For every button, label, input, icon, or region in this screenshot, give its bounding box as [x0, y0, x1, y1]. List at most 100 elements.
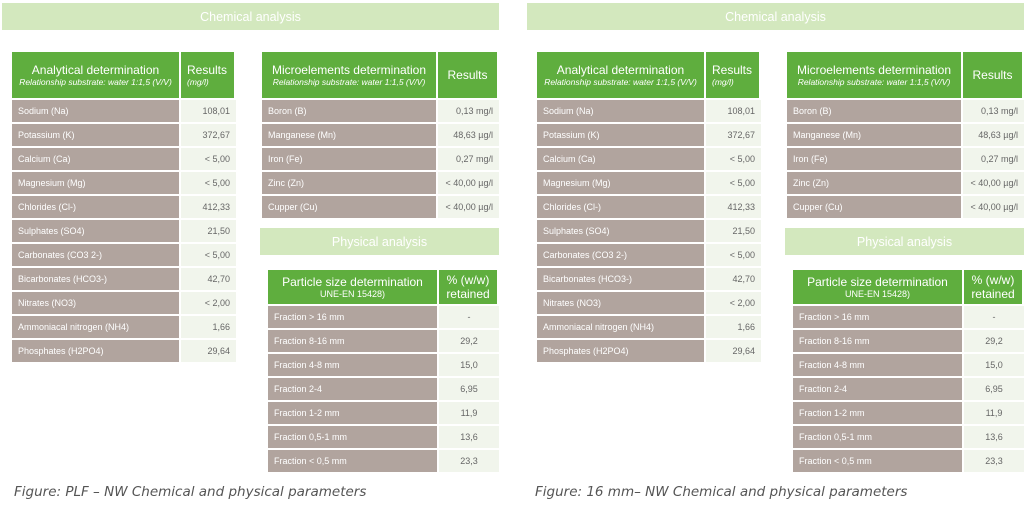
- row-label: Magnesium (Mg): [537, 172, 706, 196]
- table-row: Fraction > 16 mm -: [793, 306, 1024, 330]
- chemical-analysis-banner: Chemical analysis: [527, 3, 1024, 30]
- retained-line1: % (w/w): [971, 273, 1015, 287]
- row-value: 108,01: [706, 100, 761, 124]
- row-label: Cupper (Cu): [262, 196, 438, 220]
- table-row: Zinc (Zn) < 40,00 µg/l: [262, 172, 499, 196]
- particle-size-table: Particle size determination UNE-EN 15428…: [268, 270, 499, 474]
- row-value: 29,64: [706, 340, 761, 364]
- table-row: Sodium (Na) 108,01: [12, 100, 236, 124]
- row-value: < 40,00 µg/l: [438, 196, 499, 220]
- row-label: Fraction 2-4: [268, 378, 439, 402]
- row-value: 412,33: [181, 196, 236, 220]
- row-label: Chlorides (Cl-): [12, 196, 181, 220]
- figure-caption: Figure: PLF – NW Chemical and physical p…: [14, 484, 367, 500]
- results-unit: (mg/l): [712, 77, 734, 87]
- retained-line1: % (w/w): [446, 273, 490, 287]
- row-value: < 2,00: [181, 292, 236, 316]
- table-row: Carbonates (CO3 2-) < 5,00: [12, 244, 236, 268]
- results-header: Results (mg/l): [706, 52, 761, 100]
- results-unit: (mg/l): [187, 77, 209, 87]
- table-row: Sulphates (SO4) 21,50: [12, 220, 236, 244]
- analytical-subtitle: Relationship substrate: water 1:1,5 (V/V…: [19, 77, 172, 87]
- table-row: Zinc (Zn) < 40,00 µg/l: [787, 172, 1024, 196]
- row-label: Fraction 2-4: [793, 378, 964, 402]
- particle-header: Particle size determination UNE-EN 15428…: [268, 270, 439, 306]
- row-value: 372,67: [181, 124, 236, 148]
- row-value: 11,9: [964, 402, 1024, 426]
- row-value: 29,2: [439, 330, 499, 354]
- table-row: Fraction 0,5-1 mm 13,6: [793, 426, 1024, 450]
- table-row: Magnesium (Mg) < 5,00: [12, 172, 236, 196]
- retained-header: % (w/w) retained: [964, 270, 1024, 306]
- row-value: < 5,00: [706, 148, 761, 172]
- row-value: 0,27 mg/l: [438, 148, 499, 172]
- table-row: Fraction 0,5-1 mm 13,6: [268, 426, 499, 450]
- particle-size-table: Particle size determination UNE-EN 15428…: [793, 270, 1024, 474]
- row-label: Fraction 1-2 mm: [268, 402, 439, 426]
- row-label: Zinc (Zn): [787, 172, 963, 196]
- row-label: Chlorides (Cl-): [537, 196, 706, 220]
- figure-panel-plf: Chemical analysis Analytical determinati…: [0, 0, 510, 515]
- row-label: Bicarbonates (HCO3-): [12, 268, 181, 292]
- table-row: Fraction < 0,5 mm 23,3: [268, 450, 499, 474]
- row-label: Zinc (Zn): [262, 172, 438, 196]
- row-value: 21,50: [706, 220, 761, 244]
- table-row: Manganese (Mn) 48,63 µg/l: [787, 124, 1024, 148]
- row-label: Potassium (K): [537, 124, 706, 148]
- row-value: 29,2: [964, 330, 1024, 354]
- row-value: 42,70: [181, 268, 236, 292]
- row-value: < 5,00: [706, 244, 761, 268]
- row-value: < 40,00 µg/l: [438, 172, 499, 196]
- row-label: Sodium (Na): [12, 100, 181, 124]
- row-label: Manganese (Mn): [787, 124, 963, 148]
- physical-analysis-banner: Physical analysis: [785, 228, 1024, 255]
- analytical-subtitle: Relationship substrate: water 1:1,5 (V/V…: [544, 77, 697, 87]
- row-label: Fraction 8-16 mm: [793, 330, 964, 354]
- table-row: Fraction < 0,5 mm 23,3: [793, 450, 1024, 474]
- row-label: Calcium (Ca): [537, 148, 706, 172]
- row-value: < 40,00 µg/l: [963, 196, 1024, 220]
- table-row: Cupper (Cu) < 40,00 µg/l: [787, 196, 1024, 220]
- row-label: Carbonates (CO3 2-): [12, 244, 181, 268]
- row-value: 15,0: [439, 354, 499, 378]
- row-value: 372,67: [706, 124, 761, 148]
- table-row: Magnesium (Mg) < 5,00: [537, 172, 761, 196]
- row-label: Calcium (Ca): [12, 148, 181, 172]
- table-row: Manganese (Mn) 48,63 µg/l: [262, 124, 499, 148]
- table-row: Ammoniacal nitrogen (NH4) 1,66: [12, 316, 236, 340]
- table-row: Fraction 8-16 mm 29,2: [268, 330, 499, 354]
- table-row: Iron (Fe) 0,27 mg/l: [787, 148, 1024, 172]
- analytical-determination-table: Analytical determination Relationship su…: [12, 52, 236, 364]
- row-value: 0,13 mg/l: [963, 100, 1024, 124]
- row-value: 0,13 mg/l: [438, 100, 499, 124]
- particle-title: Particle size determination: [282, 274, 423, 289]
- row-label: Cupper (Cu): [787, 196, 963, 220]
- particle-title: Particle size determination: [807, 274, 948, 289]
- table-row: Iron (Fe) 0,27 mg/l: [262, 148, 499, 172]
- table-row: Fraction 1-2 mm 11,9: [268, 402, 499, 426]
- row-label: Potassium (K): [12, 124, 181, 148]
- row-value: 13,6: [964, 426, 1024, 450]
- row-value: 29,64: [181, 340, 236, 364]
- micro-subtitle: Relationship substrate: water 1:1,5 (V/V…: [272, 77, 426, 87]
- row-value: < 5,00: [181, 244, 236, 268]
- row-value: 15,0: [964, 354, 1024, 378]
- row-label: Bicarbonates (HCO3-): [537, 268, 706, 292]
- retained-line2: retained: [446, 287, 490, 301]
- micro-results-header: Results: [963, 52, 1024, 100]
- row-value: 6,95: [439, 378, 499, 402]
- table-row: Nitrates (NO3) < 2,00: [537, 292, 761, 316]
- row-label: Fraction > 16 mm: [793, 306, 964, 330]
- microelements-table: Microelements determination Relationship…: [262, 52, 499, 220]
- table-row: Sodium (Na) 108,01: [537, 100, 761, 124]
- table-row: Sulphates (SO4) 21,50: [537, 220, 761, 244]
- row-value: 23,3: [964, 450, 1024, 474]
- table-row: Bicarbonates (HCO3-) 42,70: [537, 268, 761, 292]
- row-value: 13,6: [439, 426, 499, 450]
- row-value: < 5,00: [706, 172, 761, 196]
- row-label: Iron (Fe): [787, 148, 963, 172]
- row-value: -: [964, 306, 1024, 330]
- row-label: Phosphates (H2PO4): [537, 340, 706, 364]
- row-value: 11,9: [439, 402, 499, 426]
- table-row: Calcium (Ca) < 5,00: [12, 148, 236, 172]
